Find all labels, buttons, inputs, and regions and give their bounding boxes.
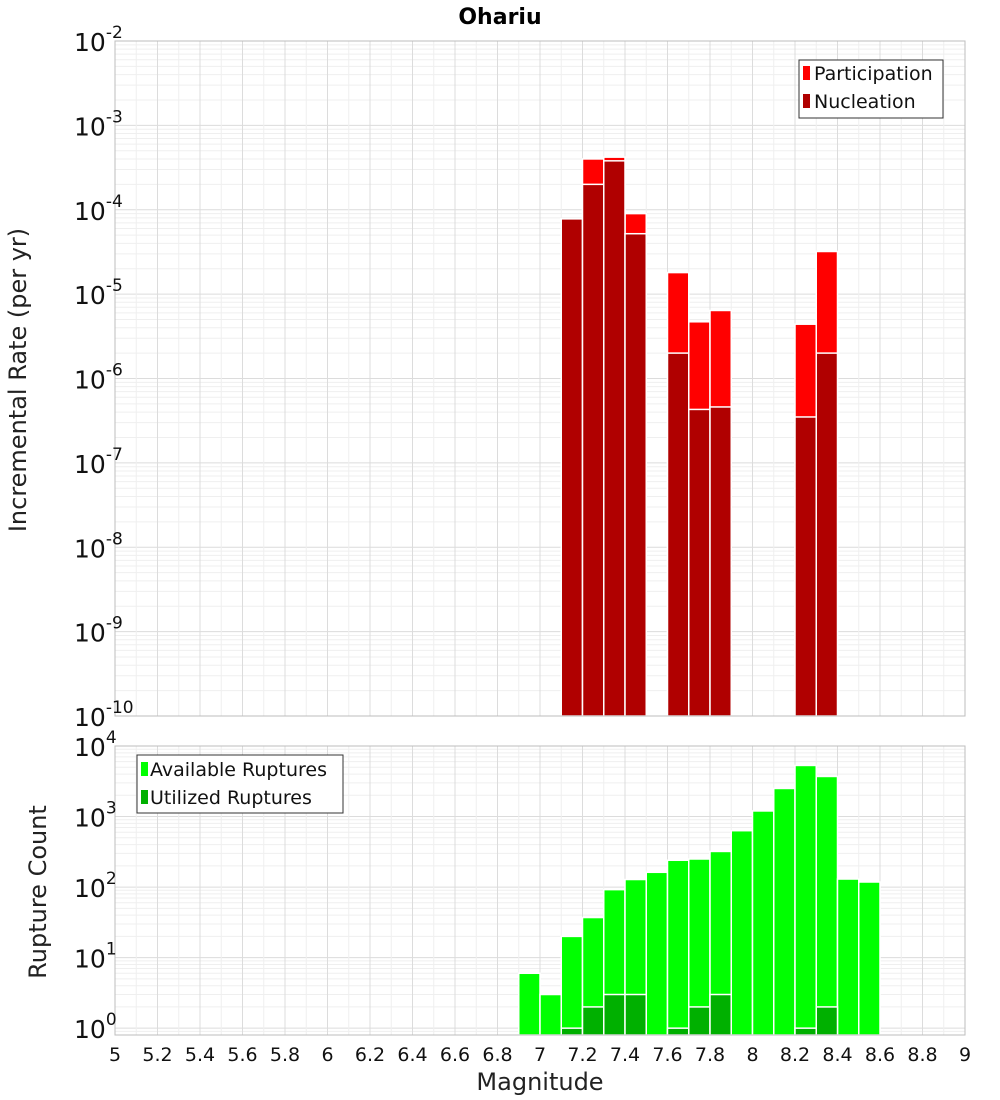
count-bar-available-ruptures	[560, 935, 584, 1036]
top-y-tick-labels: 10-2 10-3 10-4 10-5 10-6 10-7 10-8 10-9 10-10	[74, 23, 134, 732]
x-tick-label: 5.6	[227, 1044, 257, 1066]
x-tick-label: 8.4	[822, 1044, 852, 1066]
legend-swatch-participation	[803, 66, 810, 80]
y-tick-label: 10-5	[74, 276, 123, 310]
y-tick-label: 10-4	[74, 192, 123, 226]
rate-bar-nucleation	[709, 406, 732, 717]
bottom-y-axis-label: Rupture Count	[24, 805, 52, 979]
count-bar-available-ruptures	[858, 881, 881, 1036]
count-bar-available-ruptures	[836, 878, 860, 1036]
rate-bar-nucleation	[688, 408, 711, 717]
y-tick-label: 101	[74, 940, 117, 974]
x-tick-label: 6.8	[482, 1044, 512, 1066]
y-tick-label: 10-6	[74, 361, 123, 395]
legend-label-available: Available Ruptures	[150, 759, 327, 781]
count-bar-utilized-ruptures	[603, 993, 626, 1036]
count-bar-utilized-ruptures	[560, 1027, 584, 1036]
bottom-y-tick-labels: 104 103 102 101 100	[74, 728, 117, 1044]
count-bar-available-ruptures	[666, 859, 690, 1036]
count-bar-available-ruptures	[539, 993, 562, 1036]
y-tick-label: 10-7	[74, 445, 123, 479]
top-legend-box	[798, 59, 944, 119]
rate-bar-nucleation	[794, 416, 817, 717]
x-tick-label: 7.8	[695, 1044, 725, 1066]
x-tick-label: 7	[534, 1044, 546, 1066]
x-tick-label: 5.8	[270, 1044, 300, 1066]
rate-bar-nucleation	[603, 160, 626, 717]
y-tick-label: 10-10	[74, 698, 134, 732]
legend-label-nucleation: Nucleation	[814, 91, 916, 113]
count-bar-available-ruptures	[518, 972, 541, 1036]
top-y-axis-label: Incremental Rate (per yr)	[4, 228, 32, 532]
x-tick-label: 8	[746, 1044, 758, 1066]
x-tick-label: 6	[321, 1044, 333, 1066]
rate-bar-nucleation	[815, 352, 839, 717]
top-plot-frame	[114, 40, 966, 717]
count-bar-utilized-ruptures	[688, 1006, 711, 1036]
y-tick-label: 10-3	[74, 107, 123, 141]
legend-label-participation: Participation	[814, 63, 933, 85]
y-tick-label: 103	[74, 799, 117, 833]
x-tick-label: 6.6	[440, 1044, 470, 1066]
count-bar-available-ruptures	[815, 775, 839, 1036]
x-tick-label: 7.2	[567, 1044, 597, 1066]
count-bar-utilized-ruptures	[709, 993, 732, 1036]
x-tick-label: 8.2	[780, 1044, 810, 1066]
top-plot-bars	[560, 156, 839, 717]
legend-swatch-available	[141, 762, 148, 776]
x-tick-label: 8.8	[907, 1044, 937, 1066]
count-bar-utilized-ruptures	[815, 1006, 839, 1036]
count-bar-available-ruptures	[751, 810, 775, 1036]
x-tick-label: 7.4	[610, 1044, 640, 1066]
rate-bar-nucleation	[666, 352, 690, 717]
x-tick-label: 5.4	[185, 1044, 215, 1066]
rate-bar-nucleation	[624, 232, 647, 717]
y-tick-label: 102	[74, 869, 117, 903]
rate-bar-nucleation	[560, 218, 584, 717]
y-tick-label: 10-9	[74, 614, 123, 648]
bottom-legend-box	[136, 754, 344, 814]
x-tick-label: 6.4	[397, 1044, 427, 1066]
count-bar-available-ruptures	[773, 787, 796, 1036]
y-tick-label: 10-2	[74, 23, 123, 57]
x-axis-label: Magnitude	[476, 1068, 603, 1096]
bottom-plot-frame	[114, 745, 966, 1036]
x-tick-labels: 5 5.2 5.4 5.6 5.8 6 6.2 6.4 6.6 6.8 7 7.2 7.4 7.6 7.8 8…	[109, 1044, 971, 1066]
top-legend: Participation Nucleation	[798, 59, 944, 119]
chart-title: Ohariu	[458, 5, 541, 30]
legend-swatch-nucleation	[803, 94, 810, 108]
y-tick-label: 104	[74, 728, 117, 762]
legend-label-utilized: Utilized Ruptures	[150, 787, 312, 809]
x-tick-label: 7.6	[652, 1044, 682, 1066]
count-bar-available-ruptures	[794, 764, 817, 1036]
rate-bar-nucleation	[581, 183, 605, 717]
y-tick-label: 100	[74, 1010, 117, 1044]
bottom-plot-bars	[518, 764, 881, 1036]
x-tick-label: 5	[109, 1044, 121, 1066]
x-tick-label: 9	[959, 1044, 971, 1066]
count-bar-utilized-ruptures	[794, 1027, 817, 1036]
count-bar-utilized-ruptures	[581, 1006, 605, 1036]
count-bar-utilized-ruptures	[666, 1027, 690, 1036]
count-bar-available-ruptures	[730, 829, 754, 1036]
legend-swatch-utilized	[141, 790, 148, 804]
count-bar-utilized-ruptures	[624, 993, 647, 1036]
x-tick-label: 8.6	[865, 1044, 895, 1066]
y-tick-label: 10-8	[74, 529, 123, 563]
bottom-legend: Available Ruptures Utilized Ruptures	[136, 754, 344, 814]
x-tick-label: 5.2	[142, 1044, 172, 1066]
count-bar-available-ruptures	[645, 871, 669, 1036]
x-tick-label: 6.2	[355, 1044, 385, 1066]
